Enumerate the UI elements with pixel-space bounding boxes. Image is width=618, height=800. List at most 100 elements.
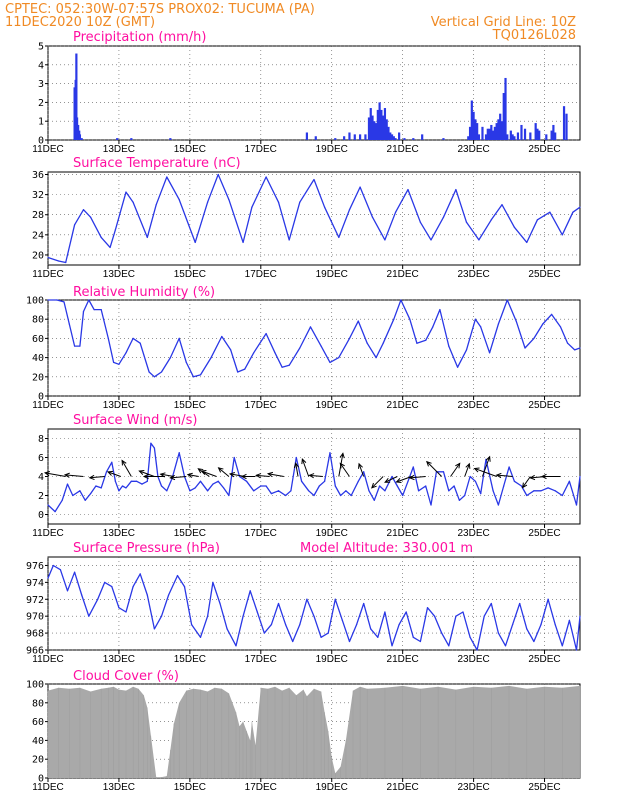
precip-bar (378, 102, 381, 140)
data-point (228, 199, 230, 201)
precip-bar (502, 93, 505, 140)
data-point (338, 357, 340, 359)
y-tick-label: 40 (32, 353, 44, 364)
data-point (199, 636, 202, 638)
precip-bar (476, 123, 479, 140)
data-point (551, 313, 553, 315)
y-tick-label: 100 (26, 680, 44, 691)
wind-vector-head (255, 473, 262, 479)
data-point (402, 494, 404, 497)
wind-vector (481, 455, 491, 477)
data-point (185, 361, 187, 363)
wind-vector (121, 459, 132, 477)
wind-vector (301, 458, 310, 477)
chart-panel-2: 0 20 40 60 80 100 11DEC 13DEC 15DEC 17DEC 19DEC 21D… (26, 285, 581, 411)
data-point (409, 318, 411, 320)
wind-vector-head (217, 467, 224, 473)
precip-bar (394, 138, 397, 140)
precip-bar (382, 115, 385, 140)
wind-vector-head (293, 462, 300, 469)
data-point (249, 590, 251, 592)
x-tick-label: 13DEC (103, 782, 135, 793)
data-point (93, 309, 95, 311)
data-point (306, 598, 308, 600)
data-point (212, 483, 214, 485)
data-point (430, 504, 432, 506)
data-point (132, 585, 134, 588)
x-tick-label: 17DEC (245, 400, 277, 411)
data-point (288, 364, 290, 366)
precip-bar (392, 136, 395, 140)
wind-vector (217, 467, 230, 477)
data-point (329, 452, 331, 454)
precip-bar (359, 134, 362, 140)
wind-vector-head (106, 470, 114, 476)
data-point (575, 649, 578, 651)
precip-bar (169, 138, 172, 140)
data-point (153, 376, 155, 378)
wind-vector (371, 476, 384, 489)
y-tick-label: 976 (26, 561, 44, 572)
data-point (105, 471, 108, 473)
data-point (579, 347, 581, 349)
data-point (407, 188, 409, 191)
data-point (432, 326, 434, 328)
x-tick-label: 25DEC (528, 269, 560, 280)
data-point (416, 342, 418, 344)
wind-vector-head (169, 474, 176, 481)
precip-bar (116, 138, 119, 140)
data-point (263, 632, 265, 634)
data-point (74, 571, 76, 573)
y-tick-label: 0 (38, 392, 44, 403)
data-point (104, 581, 106, 583)
data-point (547, 598, 549, 600)
precip-bar (470, 100, 473, 140)
data-point (89, 216, 92, 218)
data-point (526, 241, 528, 243)
precip-bar (374, 123, 378, 140)
wind-vector-shaft (301, 458, 310, 477)
data-point (357, 480, 359, 482)
data-point (391, 645, 393, 647)
wind-vector-head (88, 474, 95, 481)
data-point (396, 485, 398, 487)
data-point (146, 594, 148, 596)
data-point (207, 615, 209, 617)
wind-vector (197, 468, 210, 477)
data-point (219, 602, 221, 605)
data-point (371, 216, 374, 218)
data-point (519, 602, 521, 605)
x-tick-label: 13DEC (103, 528, 135, 539)
x-tick-label: 13DEC (103, 269, 135, 280)
wind-vector-head (473, 467, 480, 473)
data-point (506, 299, 508, 301)
y-tick-label: 6 (38, 453, 44, 464)
precip-bar (484, 134, 488, 140)
wind-vector-head (395, 478, 402, 483)
wind-vector-head (228, 472, 236, 478)
panel-title: Surface Pressure (hPa) (73, 541, 220, 556)
precip-bar (421, 134, 424, 140)
precip-bar (364, 134, 367, 140)
data-point (183, 585, 186, 588)
wind-vector-shaft (464, 463, 470, 477)
x-tick-label: 25DEC (528, 654, 560, 665)
precip-bar (75, 53, 78, 140)
data-point (54, 511, 56, 513)
data-point (265, 333, 267, 335)
data-point (464, 494, 466, 497)
header-line-2: 11DEC2020 10Z (GMT) (5, 15, 156, 30)
data-point (503, 485, 505, 487)
data-point (488, 352, 491, 354)
data-point (320, 636, 322, 638)
x-tick-label: 21DEC (387, 654, 419, 665)
data-point (166, 490, 168, 492)
data-point (246, 480, 248, 482)
data-point (114, 229, 116, 231)
data-point (82, 209, 85, 211)
data-point (169, 357, 171, 359)
data-point (441, 632, 443, 634)
data-point (89, 493, 92, 495)
x-tick-label: 21DEC (387, 782, 419, 793)
y-tick-label: 20 (32, 372, 44, 383)
